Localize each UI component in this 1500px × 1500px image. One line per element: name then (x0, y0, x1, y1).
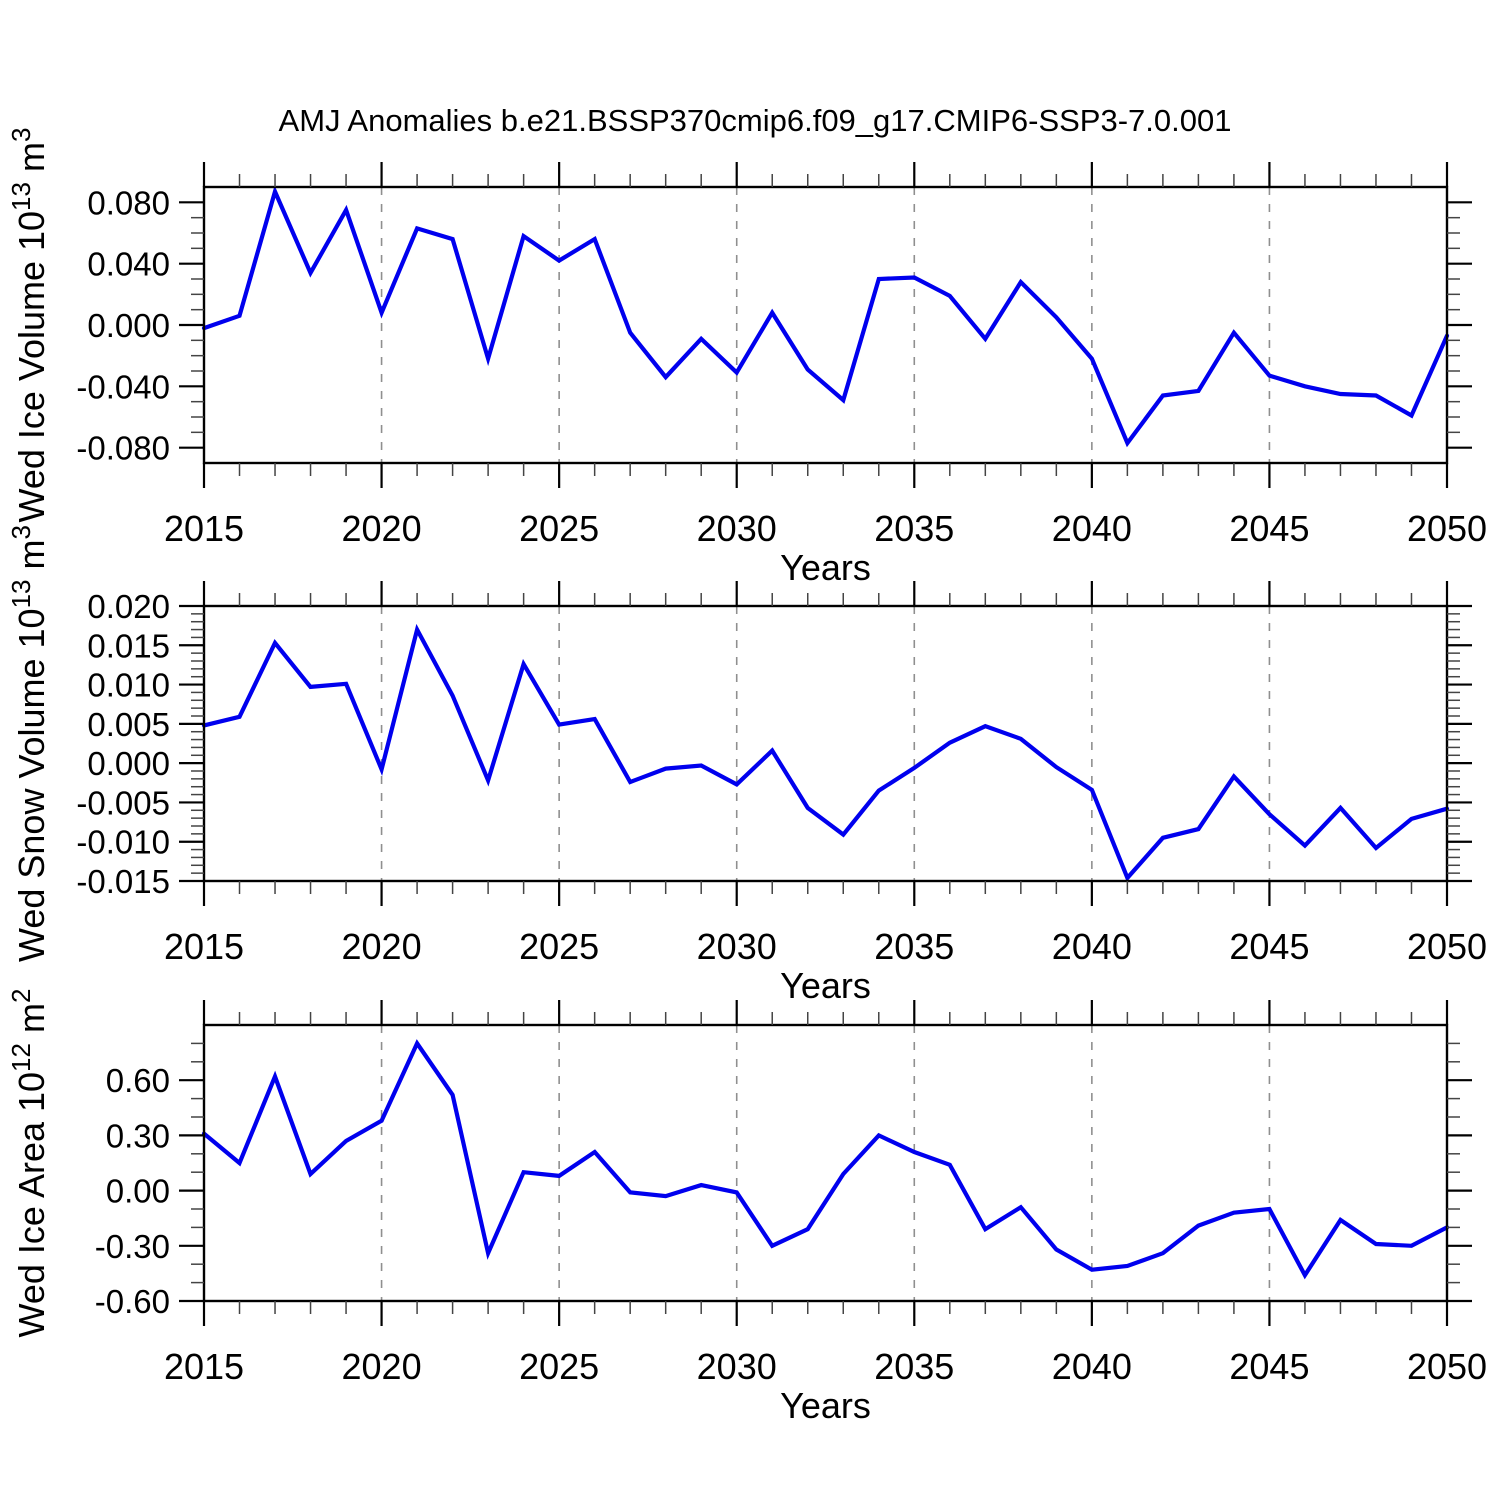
y-tick-label: 0.020 (87, 588, 170, 625)
y-axis-title-text: Wed Ice Area 10 (11, 1072, 52, 1338)
x-tick-label: 2045 (1229, 926, 1309, 967)
x-tick-label: 2020 (342, 926, 422, 967)
plot-frame (202, 185, 1449, 465)
y-tick-label: 0.015 (87, 627, 170, 664)
x-tick-label: 2050 (1407, 926, 1487, 967)
y-tick-label: 0.000 (87, 745, 170, 782)
y-axis-title: Wed Ice Volume 1013 m3 (6, 128, 52, 523)
x-tick-label: 2025 (519, 1346, 599, 1387)
y-axis-title: Wed Ice Area 1012 m2 (6, 989, 52, 1338)
x-tick-label: 2025 (519, 508, 599, 549)
y-tick-label: 0.30 (106, 1117, 170, 1154)
plot-frame (202, 1023, 1449, 1303)
plot-frame (202, 604, 1449, 883)
y-tick-label: -0.040 (76, 368, 170, 405)
y-tick-label: 0.040 (87, 246, 170, 283)
x-tick-label: 2040 (1052, 926, 1132, 967)
x-tick-label: 2035 (874, 508, 954, 549)
x-tick-label: 2020 (342, 508, 422, 549)
panel-wed-ice-area: 2015 2020 2025 2030 2035 2040 2045 2050 0.60 0.30… (6, 989, 1487, 1426)
y-axis-title-superscript: 13 (6, 182, 36, 211)
y-axis-title-text: m (11, 1003, 52, 1043)
y-axis-title-text: Wed Ice Volume 10 (11, 211, 52, 523)
y-tick-label: -0.60 (95, 1283, 170, 1320)
x-tick-label: 2020 (342, 1346, 422, 1387)
y-tick-label: -0.30 (95, 1228, 170, 1265)
x-tick-label: 2030 (697, 1346, 777, 1387)
y-tick-label: 0.080 (87, 184, 170, 221)
y-tick-label: 0.00 (106, 1173, 170, 1210)
y-axis-title-text: m (11, 539, 52, 579)
x-tick-label: 2050 (1407, 1346, 1487, 1387)
x-tick-label: 2040 (1052, 1346, 1132, 1387)
y-axis-title-superscript: 13 (6, 579, 36, 608)
x-tick-label: 2040 (1052, 508, 1132, 549)
y-tick-label: -0.005 (76, 784, 170, 821)
y-tick-label: 0.60 (106, 1062, 170, 1099)
x-tick-label: 2015 (164, 1346, 244, 1387)
chart-panels: 2015 2020 2025 2030 2035 2040 2045 2050 0.080 0.0… (6, 128, 1487, 1426)
x-tick-label: 2030 (697, 926, 777, 967)
y-tick-label: -0.080 (76, 430, 170, 467)
y-tick-label: 0.000 (87, 307, 170, 344)
data-line-wed-snow-volume (201, 623, 1450, 882)
y-axis-title-superscript: 3 (6, 128, 36, 142)
x-tick-label: 2015 (164, 926, 244, 967)
x-tick-label: 2015 (164, 508, 244, 549)
x-axis-title: Years (780, 547, 871, 588)
y-axis-title-superscript: 12 (6, 1043, 36, 1072)
y-tick-label: 0.010 (87, 667, 170, 704)
x-tick-label: 2025 (519, 926, 599, 967)
data-line-wed-ice-area (201, 1039, 1450, 1280)
x-tick-label: 2050 (1407, 508, 1487, 549)
data-line-wed-ice-volume (201, 185, 1450, 448)
y-axis-title-superscript: 3 (6, 525, 36, 539)
y-axis-title-text: Wed Snow Volume 10 (11, 608, 52, 962)
figure-title: AMJ Anomalies b.e21.BSSP370cmip6.f09_g17… (279, 103, 1232, 138)
x-tick-label: 2035 (874, 926, 954, 967)
x-tick-label: 2045 (1229, 508, 1309, 549)
y-axis-title-superscript: 2 (6, 989, 36, 1003)
x-axis-title: Years (780, 1385, 871, 1426)
panel-wed-snow-volume: 2015 2020 2025 2030 2035 2040 2045 20500.0200.0… (6, 525, 1487, 1006)
y-tick-label: -0.015 (76, 863, 170, 900)
x-tick-label: 2030 (697, 508, 777, 549)
y-axis-title: Wed Snow Volume 1013 m3 (6, 525, 52, 962)
x-axis-title: Years (780, 965, 871, 1006)
y-tick-label: 0.005 (87, 706, 170, 743)
y-axis-title-text: m (11, 142, 52, 182)
panel-wed-ice-volume: 2015 2020 2025 2030 2035 2040 2045 2050 0.080 0.0… (6, 128, 1487, 588)
x-tick-label: 2035 (874, 1346, 954, 1387)
x-tick-label: 2045 (1229, 1346, 1309, 1387)
y-tick-label: -0.010 (76, 824, 170, 861)
